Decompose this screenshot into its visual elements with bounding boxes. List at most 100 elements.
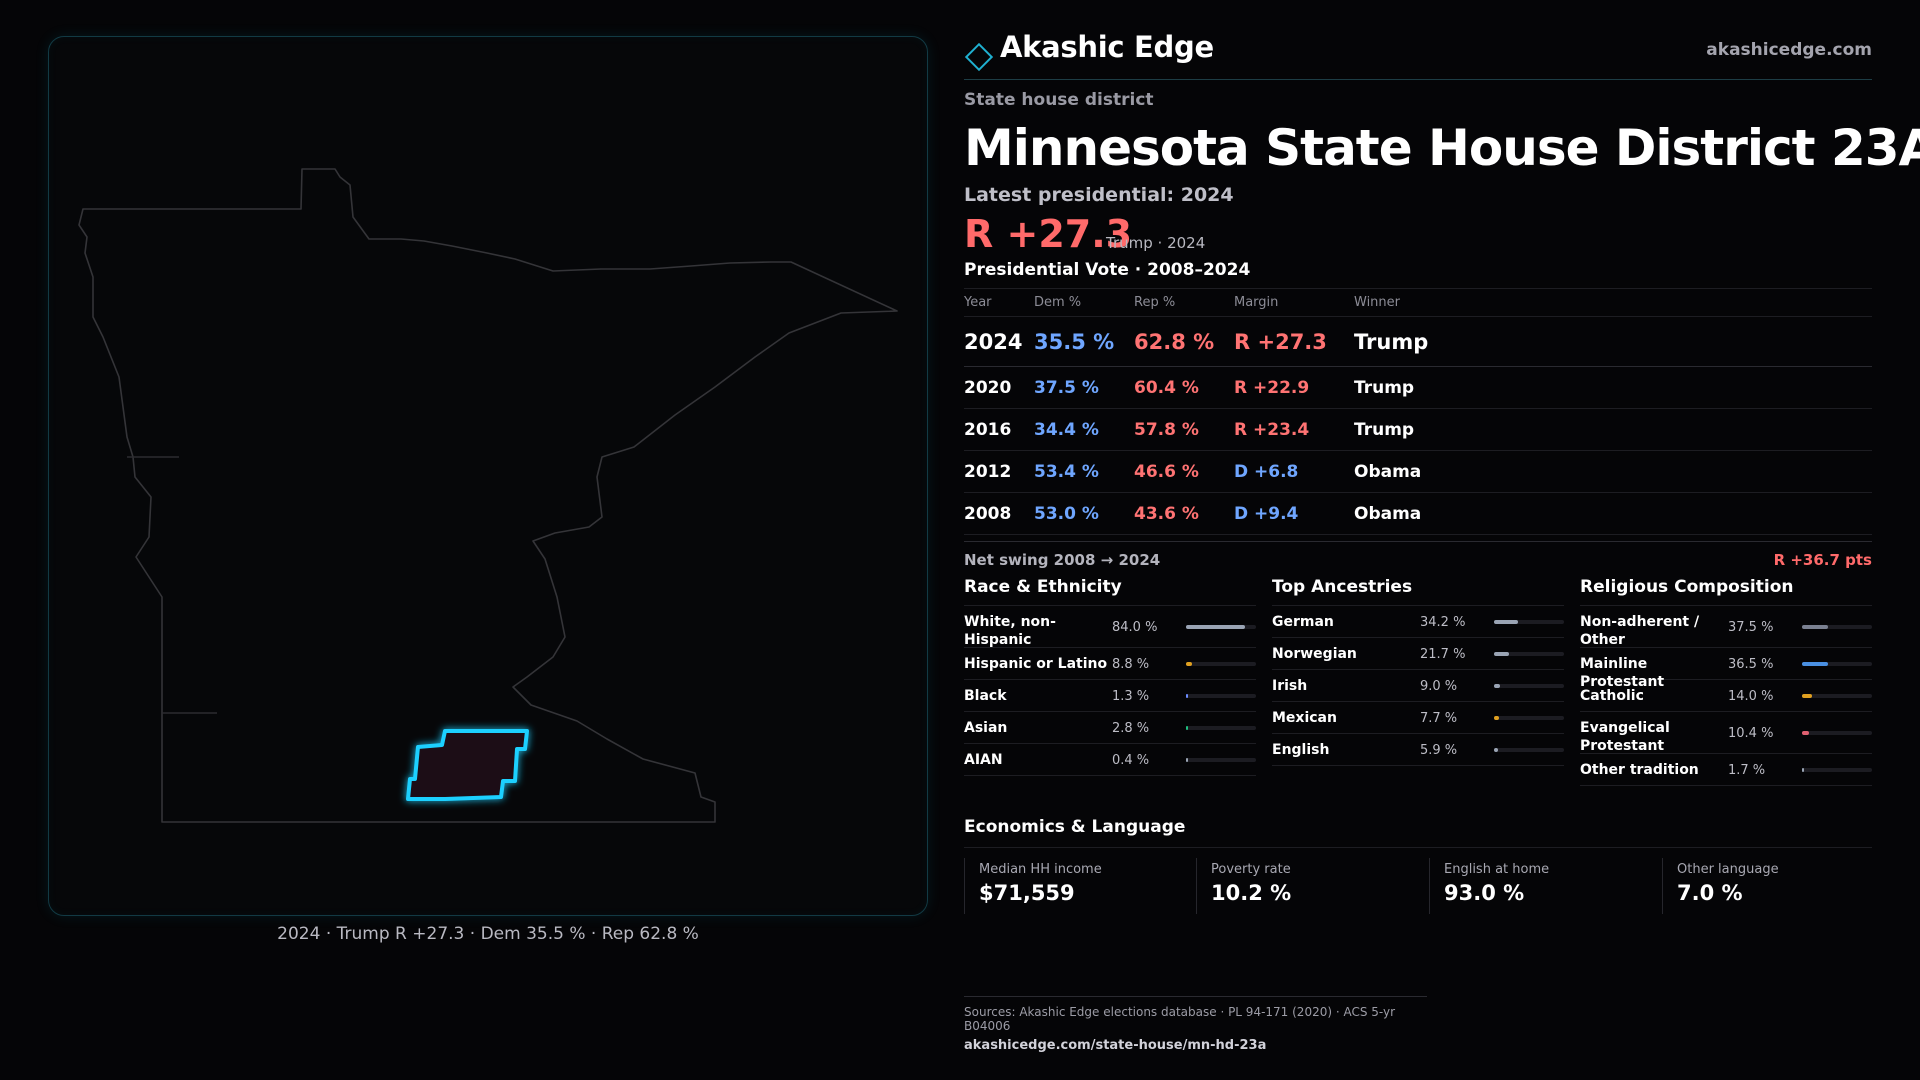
religion-label: Evangelical Protestant xyxy=(1580,720,1670,754)
race-value: 1.3 % xyxy=(1112,689,1150,704)
cell-dem: 37.5 % xyxy=(1034,366,1134,409)
race-bar xyxy=(1186,625,1256,629)
religion-value: 1.7 % xyxy=(1728,763,1766,778)
list-item: Hispanic or Latino 8.8 % xyxy=(964,648,1256,680)
map-caption: 2024 · Trump R +27.3 · Dem 35.5 % · Rep … xyxy=(277,924,699,944)
sources-text: Sources: Akashic Edge elections database… xyxy=(964,1005,1396,1033)
race-value: 84.0 % xyxy=(1112,620,1158,635)
economics-title: Economics & Language xyxy=(964,817,1872,848)
cell-winner: Trump xyxy=(1354,316,1872,367)
district-kind: State house district xyxy=(964,90,1154,110)
list-item: Mainline Protestant 36.5 % xyxy=(1580,648,1872,690)
ancestry-label: Mexican xyxy=(1272,710,1337,726)
econ-value: 93.0 % xyxy=(1444,881,1525,905)
ancestry-label: English xyxy=(1272,742,1330,758)
list-item: Catholic 14.0 % xyxy=(1580,680,1872,712)
econ-label: Other language xyxy=(1677,862,1779,877)
ancestry-bar-fill xyxy=(1494,716,1500,720)
map-panel[interactable] xyxy=(48,36,928,916)
district-map[interactable] xyxy=(49,37,929,917)
cell-margin: R +23.4 xyxy=(1234,408,1354,451)
race-label: Asian xyxy=(964,720,1008,736)
religion-bar xyxy=(1802,625,1872,629)
ancestry-value: 5.9 % xyxy=(1420,743,1458,758)
col-dem: Dem % xyxy=(1034,288,1134,317)
col-rep: Rep % xyxy=(1134,288,1234,317)
religion-bar xyxy=(1802,662,1872,666)
list-item: Non-adherent / Other 37.5 % xyxy=(1580,606,1872,648)
ancestry-value: 7.7 % xyxy=(1420,711,1458,726)
religion-label: Mainline Protestant xyxy=(1580,656,1665,690)
list-item: English 5.9 % xyxy=(1272,734,1564,766)
ancestry-bar xyxy=(1494,684,1564,688)
district-highlight[interactable] xyxy=(406,729,529,801)
table-row: 2012 53.4 % 46.6 % D +6.8 Obama xyxy=(964,450,1872,493)
religion-label: Catholic xyxy=(1580,688,1644,704)
margin-value: R +27.3 xyxy=(964,212,1133,256)
race-value: 2.8 % xyxy=(1112,721,1150,736)
religion-value: 14.0 % xyxy=(1728,689,1774,704)
econ-value: 10.2 % xyxy=(1211,881,1292,905)
cell-year: 2024 xyxy=(964,316,1034,367)
ancestry-panel: Top Ancestries German 34.2 % Norwegian 2… xyxy=(1272,577,1564,766)
list-item: Irish 9.0 % xyxy=(1272,670,1564,702)
list-item: White, non-Hispanic 84.0 % xyxy=(964,606,1256,648)
race-label: White, non-Hispanic xyxy=(964,614,1056,648)
footer: Sources: Akashic Edge elections database… xyxy=(964,996,1427,1053)
economics-cards: Median HH income $71,559 Poverty rate 10… xyxy=(964,858,1872,932)
cell-margin: D +9.4 xyxy=(1234,492,1354,535)
econ-card: Other language 7.0 % xyxy=(1662,858,1882,914)
religion-value: 36.5 % xyxy=(1728,657,1774,672)
page-title: Minnesota State House District 23A xyxy=(964,119,1920,177)
cell-margin: R +27.3 xyxy=(1234,316,1354,367)
list-item: Mexican 7.7 % xyxy=(1272,702,1564,734)
table-row: 2020 37.5 % 60.4 % R +22.9 Trump xyxy=(964,366,1872,409)
cell-margin: R +22.9 xyxy=(1234,366,1354,409)
race-bar xyxy=(1186,662,1256,666)
cell-dem: 53.4 % xyxy=(1034,450,1134,493)
table-row: 2024 35.5 % 62.8 % R +27.3 Trump xyxy=(964,316,1872,367)
cell-margin: D +6.8 xyxy=(1234,450,1354,493)
state-outline xyxy=(78,168,898,823)
vote-table: Year Dem % Rep % Margin Winner 2024 35.5… xyxy=(964,288,1872,535)
vote-table-title: Presidential Vote · 2008–2024 xyxy=(964,260,1251,280)
ancestry-bar xyxy=(1494,716,1564,720)
race-bar-fill xyxy=(1186,625,1245,629)
race-bar xyxy=(1186,758,1256,762)
net-swing: Net swing 2008 → 2024 R +36.7 pts xyxy=(964,541,1872,573)
race-bar xyxy=(1186,694,1256,698)
ancestry-bar xyxy=(1494,620,1564,624)
race-bar xyxy=(1186,726,1256,730)
race-bar-fill xyxy=(1186,726,1188,730)
ancestry-label: German xyxy=(1272,614,1334,630)
race-title: Race & Ethnicity xyxy=(964,577,1256,606)
ancestry-bar-fill xyxy=(1494,620,1518,624)
col-margin: Margin xyxy=(1234,288,1354,317)
margin-summary: R +27.3 Trump · 2024 xyxy=(964,212,1872,260)
brand-url-link[interactable]: akashicedge.com xyxy=(1706,40,1872,60)
econ-label: English at home xyxy=(1444,862,1550,877)
cell-rep: 62.8 % xyxy=(1134,316,1234,367)
ancestry-title: Top Ancestries xyxy=(1272,577,1564,606)
ancestry-value: 21.7 % xyxy=(1420,647,1466,662)
cell-year: 2012 xyxy=(964,450,1034,493)
ancestry-value: 34.2 % xyxy=(1420,615,1466,630)
religion-bar-fill xyxy=(1802,768,1804,772)
cell-dem: 53.0 % xyxy=(1034,492,1134,535)
vote-table-header: Year Dem % Rep % Margin Winner xyxy=(964,288,1872,317)
list-item: Norwegian 21.7 % xyxy=(1272,638,1564,670)
race-panel: Race & Ethnicity White, non-Hispanic 84.… xyxy=(964,577,1256,776)
econ-card: Poverty rate 10.2 % xyxy=(1196,858,1416,914)
cell-year: 2008 xyxy=(964,492,1034,535)
religion-label: Other tradition xyxy=(1580,762,1699,778)
religion-value: 10.4 % xyxy=(1728,726,1774,741)
race-value: 0.4 % xyxy=(1112,753,1150,768)
religion-bar-fill xyxy=(1802,662,1828,666)
econ-card: English at home 93.0 % xyxy=(1429,858,1649,914)
info-panel: Akashic Edge akashicedge.com State house… xyxy=(964,30,1920,932)
econ-label: Median HH income xyxy=(979,862,1102,877)
page-url-link[interactable]: akashicedge.com/state-house/mn-hd-23a xyxy=(964,1038,1267,1053)
cell-winner: Trump xyxy=(1354,366,1872,409)
econ-card: Median HH income $71,559 xyxy=(964,858,1184,914)
race-label: Hispanic or Latino xyxy=(964,656,1108,672)
